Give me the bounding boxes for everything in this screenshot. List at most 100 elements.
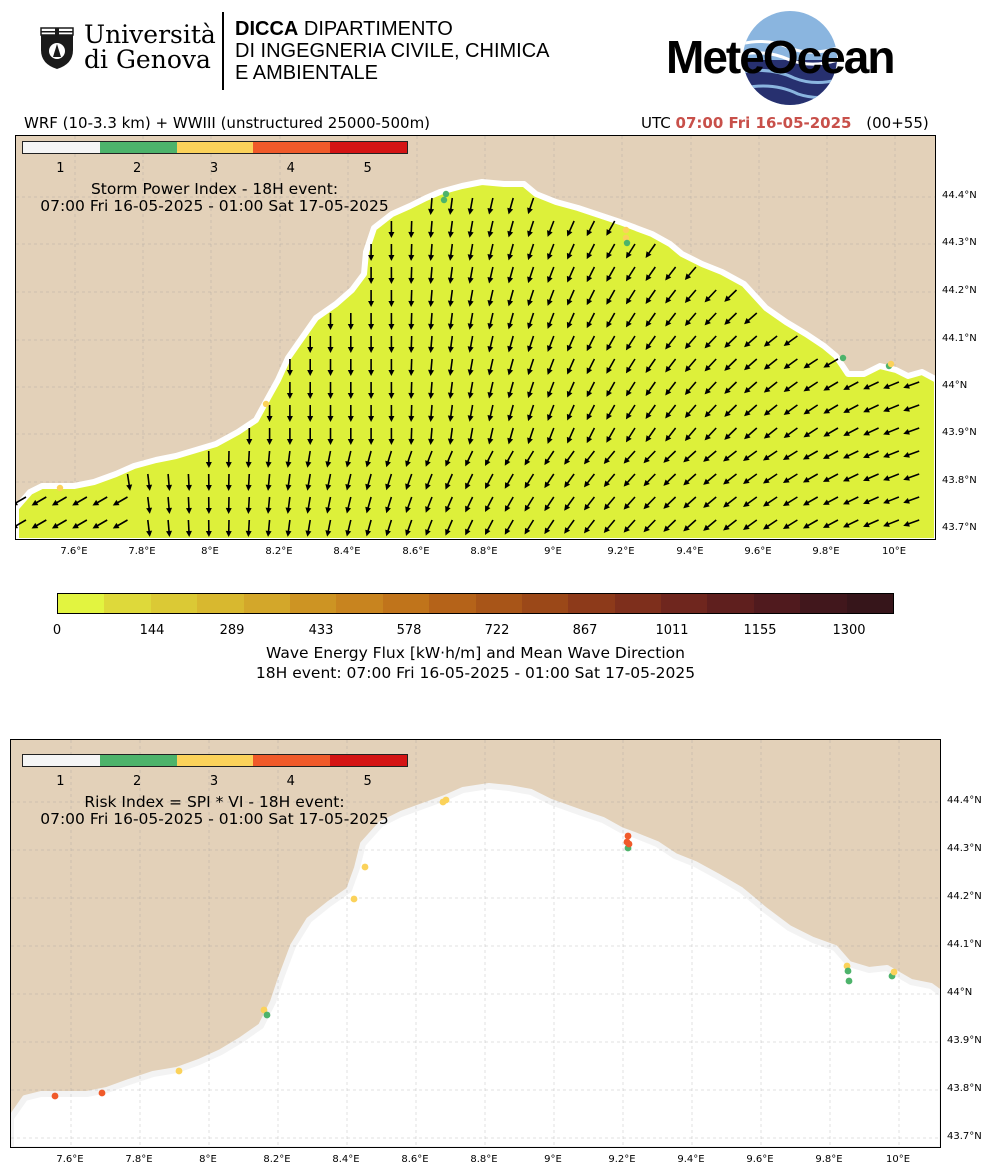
wave-arrow <box>245 496 252 514</box>
x-tick-label-7: 9°E <box>544 546 562 557</box>
wave-arrow <box>445 473 454 490</box>
wave-arrow <box>408 266 415 284</box>
department-name: DICCA DIPARTIMENTO DI INGEGNERIA CIVILE,… <box>235 18 550 84</box>
wave-arrow <box>606 358 616 374</box>
wave-arrow <box>665 381 677 396</box>
department-line1: DIPARTIMENTO <box>298 18 453 40</box>
wave-arrow <box>307 382 314 399</box>
wave-arrow <box>527 358 535 376</box>
risk-legend-color-1 <box>23 755 100 766</box>
wave-arrow <box>903 427 920 435</box>
wave-arrow <box>606 381 616 397</box>
wave-arrow <box>823 358 839 368</box>
wave-arrow <box>704 404 717 418</box>
wave-arrow <box>327 428 334 445</box>
wave-arrow <box>408 312 415 330</box>
wave-arrow <box>683 450 697 463</box>
y-tick-label-6: 43.8°N <box>942 475 977 486</box>
wave-arrow <box>603 519 616 534</box>
wave-arrow <box>663 519 677 532</box>
colorbar-segment-15 <box>753 594 801 613</box>
wave-arrow <box>51 496 67 506</box>
wave-arrow <box>425 450 433 467</box>
wave-arrow <box>566 220 575 237</box>
wave-arrow <box>408 358 415 376</box>
wave-arrow <box>408 243 415 261</box>
spi-legend-label-1: 1 <box>56 161 65 176</box>
wave-arrow <box>625 312 636 328</box>
wave-arrow <box>51 519 67 529</box>
wave-arrow <box>365 450 372 468</box>
wave-arrow <box>307 336 314 353</box>
wave-arrow <box>704 427 717 441</box>
wave-arrow <box>286 382 293 399</box>
wave-arrow <box>347 359 354 376</box>
wave-arrow <box>507 427 514 445</box>
risk-legend-label-4: 4 <box>286 774 295 789</box>
wave-arrow <box>365 473 372 491</box>
colorbar-segment-14 <box>707 594 754 613</box>
x-tick-label-3: 8.2°E <box>263 1154 291 1165</box>
colorbar-segment-0 <box>58 594 105 613</box>
wave-arrow <box>368 382 375 399</box>
colorbar-segment-2 <box>150 594 198 613</box>
wave-arrow <box>485 519 494 536</box>
wave-arrow <box>185 496 192 514</box>
wave-arrow <box>663 473 677 486</box>
wave-arrow <box>883 427 900 435</box>
wave-arrow <box>368 290 375 307</box>
wave-arrow <box>166 496 173 514</box>
wave-arrow <box>368 405 375 422</box>
wave-arrow <box>586 427 596 444</box>
wave-arrow <box>428 197 435 215</box>
wave-arrow <box>724 312 738 325</box>
wave-arrow <box>783 427 798 438</box>
wave-arrow <box>345 496 352 514</box>
wave-arrow <box>704 289 717 303</box>
wave-arrow <box>305 473 312 491</box>
wave-arrow <box>507 266 514 284</box>
header-divider <box>222 12 224 90</box>
risk-index-map[interactable]: 1 2 3 4 5 Risk Index = SPI * VI - 18H ev… <box>10 739 941 1148</box>
wave-arrow <box>883 381 900 389</box>
wave-arrow <box>225 450 232 468</box>
university-crest-icon <box>40 27 74 69</box>
wave-arrow <box>527 289 535 307</box>
wave-arrow <box>408 335 415 353</box>
wave-arrow <box>842 519 859 528</box>
spi-legend-labels: 1 2 3 4 5 <box>22 161 406 176</box>
wave-arrow <box>166 473 173 491</box>
wave-arrow <box>447 427 454 445</box>
wave-arrow <box>603 450 616 465</box>
risk-legend-label-3: 3 <box>209 774 219 789</box>
wave-arrow <box>723 473 737 485</box>
wave-arrow <box>305 450 312 468</box>
wave-arrow <box>783 358 798 369</box>
wave-arrow <box>266 405 273 422</box>
wave-arrow <box>467 266 474 284</box>
wave-arrow <box>883 404 900 412</box>
spi-legend-label-5: 5 <box>363 161 372 176</box>
wave-arrow <box>744 381 758 394</box>
wave-arrow <box>487 220 494 238</box>
x-tick-label-2: 8°E <box>201 546 219 557</box>
wave-arrow <box>327 382 334 399</box>
storm-power-map[interactable]: 1 2 3 4 5 Storm Power Index - 18H event:… <box>15 135 936 540</box>
wave-arrow <box>527 266 535 284</box>
wave-arrow <box>704 335 717 349</box>
wave-arrow <box>684 335 697 349</box>
wave-arrow <box>783 404 798 415</box>
wave-arrow <box>504 473 514 489</box>
wave-arrow <box>425 496 433 513</box>
wave-arrow <box>368 428 375 445</box>
wave-arrow <box>487 197 494 215</box>
wave-arrow <box>507 220 514 238</box>
wave-arrow <box>564 496 575 511</box>
x-tick-label-10: 9.6°E <box>744 546 772 557</box>
wave-arrow <box>507 312 514 330</box>
wave-arrow <box>112 519 128 529</box>
wave-arrow <box>507 289 514 307</box>
wave-arrow <box>583 450 596 465</box>
wave-arrow <box>606 404 616 420</box>
colorbar-tick-4: 578 <box>396 623 422 638</box>
